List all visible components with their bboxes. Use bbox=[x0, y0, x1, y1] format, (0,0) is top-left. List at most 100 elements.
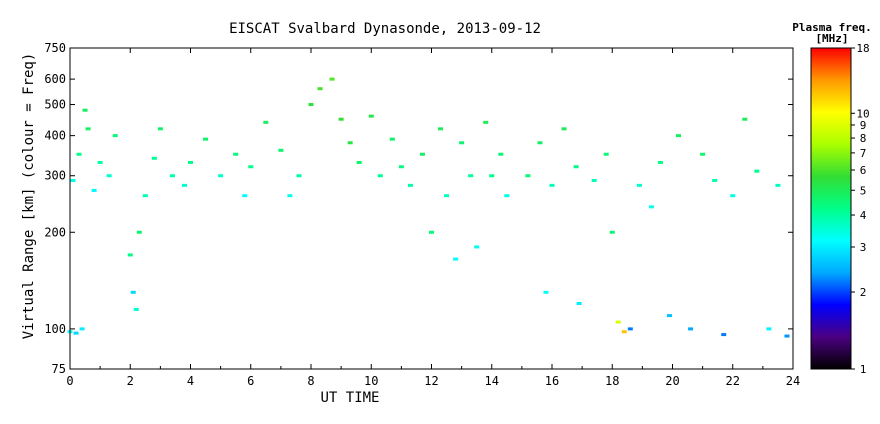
data-point bbox=[112, 134, 118, 138]
data-point bbox=[97, 160, 103, 164]
data-point bbox=[287, 194, 293, 198]
data-point bbox=[73, 331, 79, 335]
data-point bbox=[766, 327, 772, 331]
data-point bbox=[609, 230, 615, 234]
data-point bbox=[188, 160, 193, 164]
x-tick-label: 24 bbox=[786, 374, 800, 388]
data-point bbox=[444, 194, 450, 198]
data-point bbox=[775, 183, 781, 187]
data-point bbox=[263, 120, 269, 124]
data-point bbox=[85, 127, 91, 131]
x-tick-label: 6 bbox=[247, 374, 254, 388]
data-point bbox=[537, 141, 543, 145]
data-point bbox=[721, 333, 727, 337]
colorbar-tick-label: 7 bbox=[860, 147, 867, 160]
data-point bbox=[356, 160, 362, 164]
data-point bbox=[407, 183, 413, 187]
data-point bbox=[136, 230, 142, 234]
data-point bbox=[106, 174, 112, 178]
data-point bbox=[657, 160, 663, 164]
data-point bbox=[483, 120, 489, 124]
data-point bbox=[474, 245, 480, 249]
data-point bbox=[347, 141, 353, 145]
data-point bbox=[389, 137, 395, 141]
data-point bbox=[82, 108, 88, 112]
y-tick-label: 200 bbox=[44, 225, 66, 239]
data-point bbox=[203, 137, 209, 141]
data-point bbox=[419, 152, 425, 156]
data-point bbox=[525, 174, 531, 178]
y-axis-ticks: 75 100 200 300 400 500 600 750 bbox=[44, 41, 793, 376]
colorbar-tick-label: 2 bbox=[860, 286, 867, 299]
colorbar-tick-label: 8 bbox=[860, 132, 867, 145]
data-point bbox=[468, 174, 474, 178]
data-point bbox=[142, 194, 148, 198]
x-tick-label: 4 bbox=[187, 374, 194, 388]
data-point bbox=[498, 152, 504, 156]
x-tick-label: 18 bbox=[605, 374, 619, 388]
data-point bbox=[591, 178, 597, 182]
data-point bbox=[504, 194, 510, 198]
data-point bbox=[233, 152, 239, 156]
data-point bbox=[429, 230, 434, 234]
data-point bbox=[576, 301, 582, 305]
plot-frame bbox=[69, 47, 794, 370]
data-point bbox=[730, 194, 736, 198]
data-point bbox=[329, 77, 335, 81]
colorbar-tick-label: 1 bbox=[860, 363, 867, 376]
data-point bbox=[70, 178, 76, 182]
data-point bbox=[169, 174, 175, 178]
colorbar-tick-label: 3 bbox=[860, 241, 867, 254]
colorbar-tick-label: 6 bbox=[860, 164, 867, 177]
colorbar-tick-label: 9 bbox=[860, 119, 867, 132]
colorbar-label-line1: Plasma freq. bbox=[792, 21, 871, 34]
data-point bbox=[754, 169, 760, 173]
data-point bbox=[615, 320, 621, 324]
data-point bbox=[489, 174, 495, 178]
y-tick-label: 600 bbox=[44, 72, 66, 86]
x-tick-label: 22 bbox=[726, 374, 740, 388]
colorbar-tick-label: 18 bbox=[856, 42, 869, 55]
data-point bbox=[784, 334, 790, 338]
x-tick-label: 8 bbox=[307, 374, 314, 388]
data-point bbox=[700, 152, 706, 156]
data-point bbox=[338, 117, 344, 121]
data-point bbox=[76, 152, 82, 156]
data-point bbox=[248, 165, 254, 169]
data-point bbox=[79, 327, 85, 331]
data-point bbox=[712, 178, 718, 182]
colorbar-tick-label: 5 bbox=[860, 184, 867, 197]
data-point bbox=[127, 253, 133, 257]
data-point bbox=[549, 183, 555, 187]
data-point bbox=[157, 127, 163, 131]
data-point bbox=[621, 330, 627, 334]
data-point bbox=[133, 307, 139, 311]
data-point bbox=[181, 183, 187, 187]
data-point bbox=[368, 114, 374, 118]
data-point bbox=[561, 127, 567, 131]
x-tick-label: 16 bbox=[545, 374, 559, 388]
data-point bbox=[666, 314, 672, 318]
data-point bbox=[688, 327, 694, 331]
chart-title: EISCAT Svalbard Dynasonde, 2013-09-12 bbox=[229, 21, 541, 37]
data-point bbox=[398, 165, 404, 169]
y-axis-label: Virtual Range [km] (colour = Freq) bbox=[21, 53, 37, 340]
data-point bbox=[627, 327, 633, 331]
data-point bbox=[543, 290, 549, 294]
data-point bbox=[130, 290, 136, 294]
data-point bbox=[242, 194, 248, 198]
y-tick-label: 75 bbox=[52, 362, 66, 376]
y-tick-label: 400 bbox=[44, 129, 66, 143]
x-axis-label: UT TIME bbox=[320, 390, 379, 406]
data-points-layer bbox=[67, 77, 790, 338]
y-tick-label: 750 bbox=[44, 41, 66, 55]
x-tick-label: 2 bbox=[127, 374, 134, 388]
data-point bbox=[453, 257, 459, 261]
x-tick-label: 20 bbox=[665, 374, 679, 388]
data-point bbox=[151, 156, 157, 160]
data-point bbox=[377, 174, 383, 178]
data-point bbox=[91, 188, 97, 192]
